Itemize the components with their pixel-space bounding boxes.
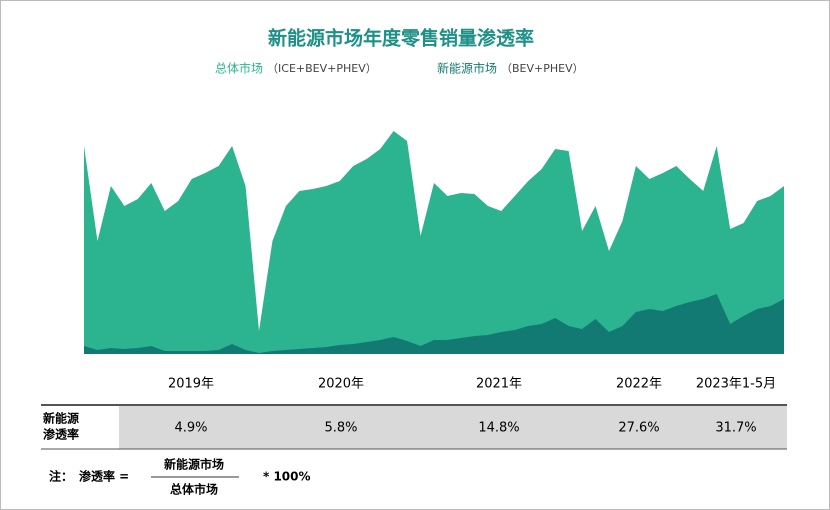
legend-note: （BEV+PHEV） bbox=[501, 62, 584, 75]
period-label: 2019年 bbox=[168, 377, 214, 392]
penetration-value: 5.8% bbox=[324, 421, 357, 436]
area bbox=[84, 294, 784, 354]
legend-note: （ICE+BEV+PHEV） bbox=[267, 62, 377, 75]
chart-title: 新能源市场年度零售销量渗透率 bbox=[268, 27, 534, 50]
formula-denominator: 总体市场 bbox=[170, 482, 218, 497]
table-head-cell bbox=[41, 405, 119, 449]
penetration-value: 27.6% bbox=[618, 421, 659, 436]
legend-label: 新能源市场 bbox=[437, 61, 497, 76]
table-row-bg bbox=[41, 405, 787, 449]
period-label: 2023年1-5月 bbox=[696, 377, 776, 392]
period-label: 2020年 bbox=[318, 377, 364, 392]
row-label: 新能源 bbox=[43, 411, 79, 426]
formula-note: 注： bbox=[49, 469, 73, 484]
penetration-value: 14.8% bbox=[478, 421, 519, 436]
penetration-value: 31.7% bbox=[715, 421, 756, 436]
row-label: 渗透率 bbox=[43, 427, 79, 442]
penetration-value: 4.9% bbox=[174, 421, 207, 436]
period-label: 2022年 bbox=[616, 377, 662, 392]
legend-label: 总体市场 bbox=[215, 61, 263, 76]
formula-factor: * 100% bbox=[263, 470, 311, 484]
period-label: 2021年 bbox=[476, 377, 522, 392]
formula-numerator: 新能源市场 bbox=[164, 457, 224, 472]
area bbox=[84, 131, 784, 354]
formula-lhs: 渗透率 = bbox=[79, 469, 129, 484]
